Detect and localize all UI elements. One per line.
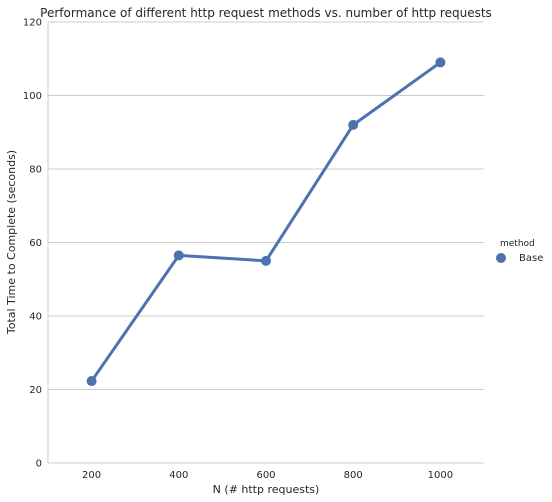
x-tick-labels: 200 400 600 800 1000 [82,470,453,481]
series [86,57,446,387]
data-point [86,376,97,387]
x-tick-label: 800 [344,470,363,481]
y-tick-label: 0 [36,459,42,470]
legend-label-base: Base [519,253,543,264]
legend-title: method [500,239,535,249]
x-tick-label: 1000 [428,470,453,481]
y-axis-label: Total Time to Complete (seconds) [5,150,18,335]
y-tick-label: 80 [29,165,42,176]
chart-title: Performance of different http request me… [40,6,492,20]
y-tick-label: 120 [23,18,42,29]
series-line [90,60,442,383]
y-tick-label: 40 [29,312,42,323]
data-point [435,57,446,68]
x-axis-label: N (# http requests) [213,483,320,496]
data-point [348,119,359,130]
legend-marker-base [496,253,506,263]
legend: method Base [496,239,543,264]
y-tick-label: 100 [23,91,42,102]
data-point [173,250,184,261]
x-tick-label: 600 [256,470,275,481]
y-tick-label: 60 [29,238,42,249]
data-point [261,255,271,266]
x-tick-label: 400 [169,470,188,481]
y-tick-labels: 0 20 40 60 80 100 120 [23,18,42,470]
gridlines [48,21,484,390]
x-tick-label: 200 [82,470,101,481]
y-tick-label: 20 [29,385,42,396]
